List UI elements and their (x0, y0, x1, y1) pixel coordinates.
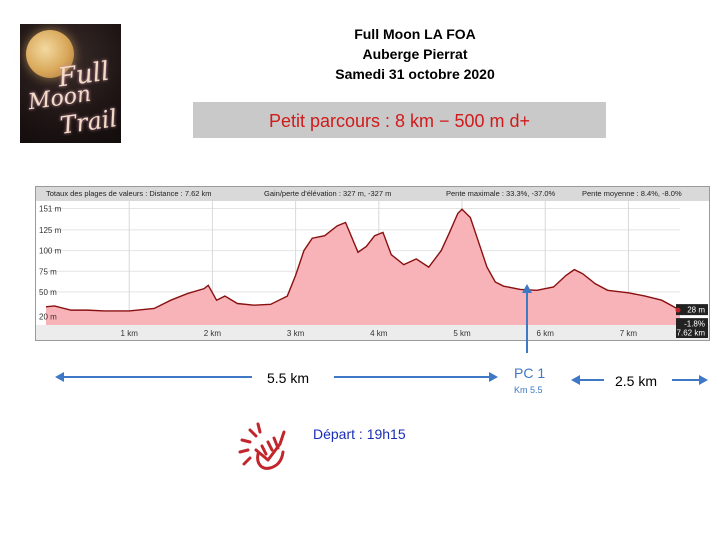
annotation-box (676, 327, 708, 338)
full-moon-trail-logo: Full Moon Trail (20, 24, 121, 143)
pc1-label: PC 1 (514, 365, 546, 381)
y-tick-label: 75 m (39, 267, 57, 276)
right-arrowhead-icon (699, 375, 708, 385)
annotation-box (676, 318, 708, 330)
pc1-vertical-line (526, 290, 528, 353)
x-tick-label: 1 km (121, 329, 139, 338)
x-tick-label: 2 km (204, 329, 222, 338)
y-tick-label: 151 m (39, 204, 62, 213)
stats-totals: Totaux des plages de valeurs : Distance … (46, 189, 212, 198)
event-venue: Auberge Pierrat (362, 46, 468, 62)
y-tick-label: 50 m (39, 288, 57, 297)
event-title: Full Moon LA FOA (354, 26, 476, 42)
elevation-profile-panel: Totaux des plages de valeurs : Distance … (35, 186, 710, 341)
annotation-label: 7.62 km (677, 329, 706, 338)
x-axis-band (36, 325, 709, 340)
annotation-box (676, 304, 708, 316)
annotation-label: 28 m (687, 306, 705, 315)
annotation-label: -1.8% (684, 320, 705, 329)
x-tick-label: 3 km (287, 329, 305, 338)
moon-icon (26, 30, 74, 78)
x-tick-label: 4 km (370, 329, 388, 338)
start-time-label: Départ : 19h15 (313, 426, 406, 442)
pc1-km-label: Km 5.5 (514, 385, 543, 395)
segment1-line-right (334, 376, 490, 378)
course-banner: Petit parcours : 8 km − 500 m d+ (193, 102, 606, 138)
segment1-label: 5.5 km (267, 370, 310, 386)
x-tick-label: 5 km (453, 329, 471, 338)
segment2-line-right (672, 379, 700, 381)
left-arrowhead-icon (55, 372, 64, 382)
stats-pente-moy: Pente moyenne : 8.4%, -8.0% (582, 189, 682, 198)
stats-gain: Gain/perte d'élévation : 327 m, -327 m (264, 189, 392, 198)
segment1-line-left (62, 376, 252, 378)
event-header: Full Moon LA FOA Auberge Pierrat Samedi … (300, 24, 530, 84)
y-tick-label: 20 m (39, 313, 57, 322)
y-tick-label: 100 m (39, 247, 62, 256)
event-date: Samedi 31 octobre 2020 (335, 66, 495, 82)
y-tick-label: 125 m (39, 226, 62, 235)
stats-pente-max: Pente maximale : 33.3%, -37.0% (446, 189, 556, 198)
start-hand-icon (238, 422, 286, 470)
elevation-chart: 151 m 125 m 100 m 75 m 50 m 20 m 1 km 2 km 3 km 4… (36, 201, 709, 340)
up-arrowhead-icon (522, 284, 532, 293)
x-tick-label: 6 km (537, 329, 555, 338)
right-arrowhead-icon (489, 372, 498, 382)
stats-bar: Totaux des plages de valeurs : Distance … (36, 187, 709, 201)
segment2-label: 2.5 km (615, 373, 658, 389)
left-arrowhead-icon (571, 375, 580, 385)
x-tick-label: 7 km (620, 329, 638, 338)
end-marker (675, 307, 681, 313)
segment2-line-left (578, 379, 604, 381)
elevation-area (46, 209, 680, 325)
elevation-line (45, 208, 681, 312)
